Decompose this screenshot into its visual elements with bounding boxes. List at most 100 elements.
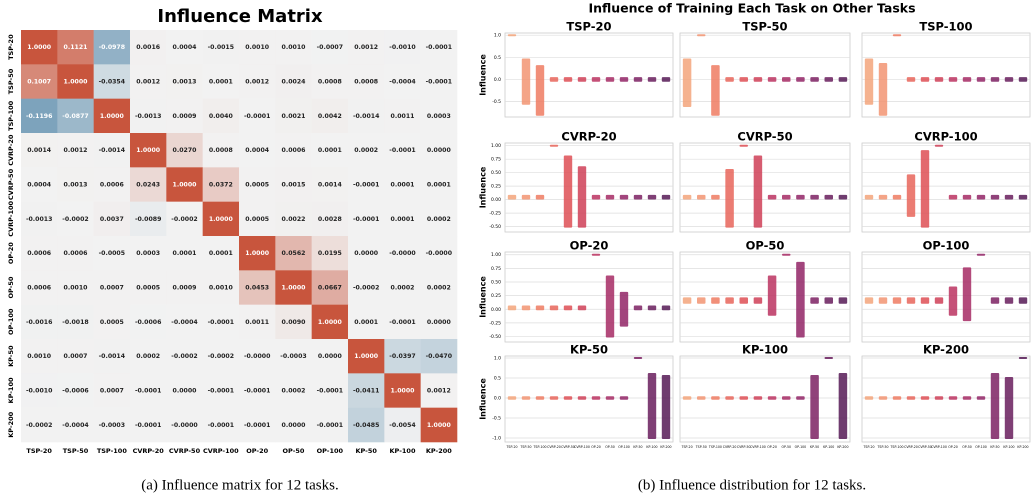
y-tick-label: KP-200 <box>7 411 15 437</box>
strip <box>619 77 629 82</box>
cell-label: -0.0005 <box>99 250 125 257</box>
cell-label: 1.0000 <box>173 182 198 189</box>
strip <box>906 77 916 82</box>
panel-title: TSP-20 <box>566 20 611 34</box>
heat-cell <box>202 270 240 305</box>
strip <box>906 174 916 217</box>
strip <box>948 396 958 400</box>
heat-cell <box>21 407 58 443</box>
strip <box>838 194 848 200</box>
heat-cell <box>311 339 349 374</box>
cell-label: -0.0485 <box>353 422 379 429</box>
strip <box>810 194 819 200</box>
y-tick-label: CVRP-100 <box>7 201 15 237</box>
strip <box>661 194 671 200</box>
cell-label: 0.0002 <box>427 285 451 292</box>
cell-label: -0.0411 <box>353 388 379 395</box>
strip <box>962 77 972 82</box>
heat-cell <box>311 304 349 340</box>
cell-label: -0.0001 <box>317 388 343 395</box>
heat-cell <box>275 407 312 443</box>
strip <box>633 305 643 311</box>
heat-cell <box>57 270 94 305</box>
heat-cell <box>311 98 349 134</box>
strip <box>782 253 791 256</box>
strip <box>535 194 545 200</box>
cell-label: 0.0243 <box>136 182 160 189</box>
heat-cell <box>130 133 167 168</box>
y-tick-label: 0.25 <box>491 293 501 299</box>
cell-label: 0.0012 <box>354 44 378 51</box>
heat-cell <box>275 339 312 374</box>
strip <box>864 297 874 304</box>
cell-label: 0.0004 <box>27 182 52 189</box>
heat-cell <box>420 270 458 305</box>
cell-label: 1.0000 <box>282 285 307 292</box>
strip <box>864 396 874 400</box>
cell-label: -0.0001 <box>389 147 415 154</box>
heat-cell <box>384 98 421 134</box>
cell-label: -0.0000 <box>244 353 271 360</box>
heat-cell <box>166 304 203 340</box>
strip <box>1004 194 1014 200</box>
cell-label: -0.0004 <box>389 79 416 86</box>
cell-label: 0.0013 <box>173 79 197 86</box>
strip <box>619 396 629 400</box>
y-tick-label: 1.00 <box>491 143 501 149</box>
cell-label: -0.0054 <box>389 422 416 429</box>
strip <box>948 286 958 316</box>
cell-label: 0.0372 <box>209 182 233 189</box>
cell-label: 0.0016 <box>136 44 160 51</box>
heat-cell <box>166 64 203 99</box>
heat-cell <box>130 236 167 271</box>
heat-cell <box>311 270 349 305</box>
strip <box>521 305 531 311</box>
strip <box>934 144 944 147</box>
cell-label: -0.1196 <box>26 113 52 120</box>
y-tick-label: 0.75 <box>491 266 501 272</box>
strip <box>739 396 748 400</box>
x-tick-label: TSP-20 <box>505 445 517 449</box>
cell-label: -0.0018 <box>62 319 88 326</box>
heat-cell <box>130 167 167 202</box>
strip <box>535 305 545 311</box>
heat-cell <box>348 339 385 374</box>
cell-label: -0.0013 <box>135 113 161 120</box>
heat-cell <box>21 373 58 408</box>
strip <box>725 297 734 304</box>
heat-cell <box>93 339 131 374</box>
heat-cell <box>275 270 312 305</box>
strip <box>838 373 848 439</box>
heat-cell <box>348 98 385 134</box>
cell-label: -0.0001 <box>135 388 161 395</box>
strip <box>549 144 559 147</box>
cell-label: 0.0005 <box>100 319 124 326</box>
x-tick-label: OP-50 <box>962 445 972 449</box>
cell-label: 0.0002 <box>354 147 378 154</box>
x-tick-label: TSP-50 <box>519 445 531 449</box>
heat-cell <box>239 304 276 340</box>
cell-label: 0.0005 <box>245 182 269 189</box>
cell-label: -0.0354 <box>99 79 126 86</box>
cell-label: 0.0007 <box>64 353 88 360</box>
strip <box>711 297 720 304</box>
strip <box>753 297 763 304</box>
cell-label: 0.0002 <box>136 353 160 360</box>
heat-cell <box>93 270 131 305</box>
cell-label: 0.0000 <box>354 250 379 257</box>
cell-label: 0.0000 <box>427 147 452 154</box>
x-tick-label: TSP-20 <box>681 445 693 449</box>
cell-label: 0.0040 <box>209 113 234 120</box>
cell-label: -0.0001 <box>389 319 415 326</box>
heat-cell <box>384 304 421 340</box>
cell-label: -0.0002 <box>171 216 197 223</box>
heat-cell <box>57 167 94 202</box>
cell-label: -0.0001 <box>208 422 234 429</box>
x-tick-label: KP-50 <box>990 445 999 449</box>
y-tick-label: -0.5 <box>492 416 501 422</box>
strip <box>810 297 819 304</box>
cell-label: -0.0001 <box>317 422 343 429</box>
cell-label: -0.0000 <box>389 250 416 257</box>
strip <box>810 375 819 439</box>
cell-label: -0.0001 <box>135 422 161 429</box>
